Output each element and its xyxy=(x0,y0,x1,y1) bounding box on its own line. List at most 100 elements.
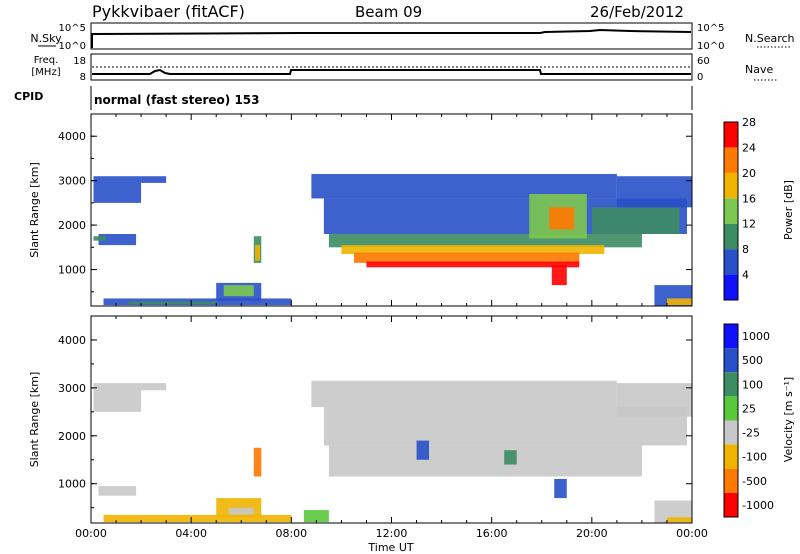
velocity-colorbar-swatch xyxy=(724,396,738,421)
velocity-data-region xyxy=(141,383,167,391)
velocity-colorbar-label: Velocity [m s⁻¹] xyxy=(782,377,795,462)
x-tick-label: 20:00 xyxy=(576,527,608,540)
power-data-region xyxy=(549,207,575,230)
velocity-colorbar-tick: -100 xyxy=(742,451,767,464)
freq-trace xyxy=(92,68,691,75)
velocity-colorbar-tick: 500 xyxy=(742,354,763,367)
velocity-colorbar-frame xyxy=(723,323,739,518)
velocity-data-region xyxy=(616,383,692,417)
power-ytick-label: 2000 xyxy=(58,219,86,232)
power-data-region xyxy=(255,245,261,261)
power-data-region xyxy=(223,285,254,297)
power-data-region xyxy=(93,236,107,241)
power-ytick-label: 3000 xyxy=(58,175,86,188)
freq-unit: [MHz] xyxy=(31,67,60,78)
power-data-region xyxy=(128,301,217,305)
velocity-ytick-label: 4000 xyxy=(58,334,86,347)
velocity-data-region xyxy=(554,478,567,499)
x-tick-label: 04:00 xyxy=(175,527,207,540)
nsearch-tick-bottom: 10^0 xyxy=(697,41,724,52)
velocity-data-region xyxy=(504,450,517,465)
power-data-region xyxy=(666,298,692,306)
power-data-region xyxy=(93,176,142,203)
velocity-ytick-label: 1000 xyxy=(58,478,86,491)
velocity-colorbar-tick: 100 xyxy=(742,378,763,391)
power-colorbar-swatch xyxy=(724,198,738,224)
velocity-colorbar-swatch xyxy=(724,348,738,373)
power-data-region xyxy=(353,252,580,263)
velocity-data-region xyxy=(328,445,642,477)
freq-label: Freq. xyxy=(34,55,59,66)
velocity-colorbar-swatch xyxy=(724,444,738,469)
power-colorbar-tick: 12 xyxy=(742,218,756,231)
power-data-region xyxy=(616,176,692,208)
power-data-region xyxy=(591,207,680,234)
power-colorbar-tick: 4 xyxy=(742,269,749,282)
velocity-colorbar-swatch xyxy=(724,420,738,445)
power-colorbar-swatch xyxy=(724,172,738,199)
freq-panel xyxy=(90,53,693,81)
power-colorbar-frame xyxy=(723,121,739,301)
nsky-tick-top: 10^5 xyxy=(59,23,86,34)
nsky-panel xyxy=(90,22,693,50)
velocity-colorbar-tick: -25 xyxy=(742,427,760,440)
velocity-data-region xyxy=(98,486,137,496)
velocity-data-region xyxy=(103,514,292,523)
velocity-data-region xyxy=(416,440,430,460)
velocity-data-region xyxy=(228,507,254,515)
x-tick-label: 16:00 xyxy=(476,527,508,540)
power-data-region xyxy=(98,234,137,246)
nsky-tick-bottom: 10^0 xyxy=(59,41,86,52)
power-colorbar-tick: 28 xyxy=(742,116,756,129)
velocity-colorbar-swatch xyxy=(724,468,738,493)
power-data-region xyxy=(141,176,167,183)
x-tick-label: 00:00 xyxy=(75,527,107,540)
freq-tick-bottom: 8 xyxy=(80,72,86,83)
power-colorbar-swatch xyxy=(724,223,738,250)
power-colorbar-swatch xyxy=(724,249,738,275)
velocity-colorbar-tick: -1000 xyxy=(742,499,774,512)
nave-tick-bottom: 0 xyxy=(697,72,703,83)
velocity-colorbar-swatch xyxy=(724,372,738,397)
nsky-label: N.Sky xyxy=(30,32,62,45)
x-tick-label: 12:00 xyxy=(376,527,408,540)
power-panel: 1000 2000 3000 4000 Slant Range [km] 4 8 12 16 20… xyxy=(28,113,795,307)
x-tick-label: 00:00 xyxy=(676,527,708,540)
power-ytick-label: 4000 xyxy=(58,130,86,143)
date-title: 26/Feb/2012 xyxy=(590,3,684,21)
velocity-data-region xyxy=(93,383,142,412)
velocity-ytick-label: 2000 xyxy=(58,430,86,443)
velocity-ylabel: Slant Range [km] xyxy=(28,372,41,468)
power-data-region xyxy=(366,261,580,268)
cpid-text: normal (fast stereo) 153 xyxy=(94,93,260,107)
power-colorbar-swatch xyxy=(724,122,738,148)
x-tick-label: 08:00 xyxy=(275,527,307,540)
nave-label: Nave xyxy=(745,63,773,76)
velocity-colorbar-tick: -500 xyxy=(742,475,767,488)
cpid-label: CPID xyxy=(14,90,43,103)
freq-tick-top: 18 xyxy=(73,56,86,67)
nsearch-tick-top: 10^5 xyxy=(697,23,724,34)
station-title: Pykkvibaer (fitACF) xyxy=(92,2,245,21)
power-ylabel: Slant Range [km] xyxy=(28,162,41,258)
power-colorbar-tick: 20 xyxy=(742,167,756,180)
velocity-colorbar-swatch xyxy=(724,324,738,349)
velocity-panel: 1000 2000 3000 4000 Slant Range [km] 1000 500 1… xyxy=(28,315,795,524)
x-axis-label: Time UT xyxy=(367,541,413,554)
velocity-data-region xyxy=(253,447,262,477)
power-colorbar-swatch xyxy=(724,147,738,173)
velocity-colorbar-tick: 25 xyxy=(742,402,756,415)
nsky-trace xyxy=(91,28,692,48)
power-colorbar-swatch xyxy=(724,274,738,300)
velocity-data-region xyxy=(666,517,692,523)
velocity-ytick-label: 3000 xyxy=(58,382,86,395)
velocity-colorbar-swatch xyxy=(724,492,738,517)
nsearch-label: N.Search xyxy=(745,32,795,45)
x-axis-ticks: 00:00 04:00 08:00 12:00 16:00 20:00 00:00 xyxy=(75,527,708,540)
power-colorbar-tick: 24 xyxy=(742,141,756,154)
nave-tick-top: 60 xyxy=(697,56,710,67)
power-colorbar-tick: 8 xyxy=(742,243,749,256)
power-colorbar-tick: 16 xyxy=(742,192,756,205)
power-data-region xyxy=(341,245,605,254)
